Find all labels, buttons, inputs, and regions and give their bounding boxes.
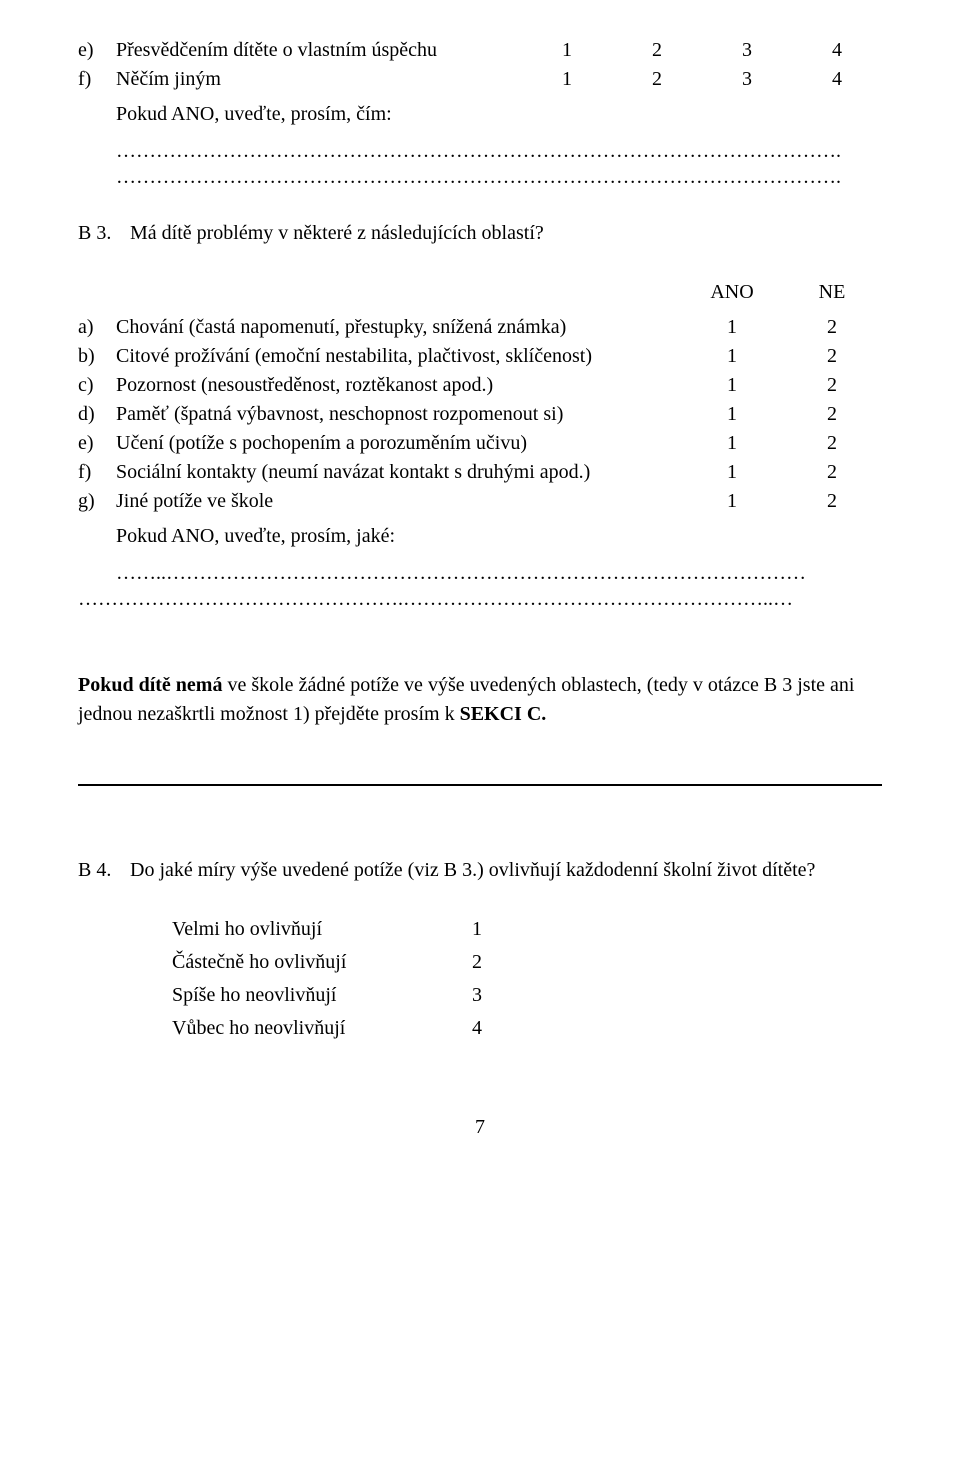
instruction-paragraph: Pokud dítě nemá ve škole žádné potíže ve… <box>78 671 882 729</box>
scale-value: 2 <box>782 458 882 487</box>
col-header-yes: ANO <box>682 278 782 307</box>
scale-value: 2 <box>782 342 882 371</box>
scale-value: 1 <box>682 371 782 400</box>
page-number: 7 <box>78 1113 882 1142</box>
answer-value: 2 <box>472 948 512 977</box>
option-label: Citové prožívání (emoční nestabilita, pl… <box>116 342 682 371</box>
answer-list: Velmi ho ovlivňují 1 Částečně ho ovlivňu… <box>172 915 882 1043</box>
option-row: f) Něčím jiným 1 2 3 4 <box>78 65 882 94</box>
col-header-no: NE <box>782 278 882 307</box>
dotted-fill-line: ……..…………………………………………………………………………………… <box>116 559 882 585</box>
section-divider <box>78 784 882 786</box>
scale-value: 1 <box>682 429 782 458</box>
instruction-bold: Pokud dítě nemá <box>78 674 227 696</box>
option-values: 1 2 <box>682 458 882 487</box>
scale-value: 1 <box>522 65 612 94</box>
scale-value: 2 <box>782 313 882 342</box>
option-row: a) Chování (častá napomenutí, přestupky,… <box>78 313 882 342</box>
answer-value: 4 <box>472 1014 512 1043</box>
question-text: Má dítě problémy v některé z následující… <box>130 219 544 248</box>
answer-row: Velmi ho ovlivňují 1 <box>172 915 882 944</box>
scale-value: 2 <box>782 371 882 400</box>
scale-value: 1 <box>682 400 782 429</box>
option-label: Paměť (špatná výbavnost, neschopnost roz… <box>116 400 682 429</box>
option-label: Přesvědčením dítěte o vlastním úspěchu <box>116 36 522 65</box>
instruction-section-ref: SEKCI C. <box>460 703 547 725</box>
option-marker: f) <box>78 458 116 487</box>
option-marker: g) <box>78 487 116 516</box>
scale-value: 2 <box>782 487 882 516</box>
option-label: Pozornost (nesoustředěnost, roztěkanost … <box>116 371 682 400</box>
scale-value: 1 <box>682 313 782 342</box>
option-values: 1 2 3 4 <box>522 65 882 94</box>
option-marker: b) <box>78 342 116 371</box>
option-label: Něčím jiným <box>116 65 522 94</box>
scale-value: 3 <box>702 36 792 65</box>
document-page: e) Přesvědčením dítěte o vlastním úspěch… <box>0 0 960 1182</box>
option-marker: d) <box>78 400 116 429</box>
option-row: c) Pozornost (nesoustředěnost, roztěkano… <box>78 371 882 400</box>
scale-value: 4 <box>792 36 882 65</box>
option-label: Jiné potíže ve škole <box>116 487 682 516</box>
column-headers: ANO NE <box>78 278 882 307</box>
option-values: 1 2 3 4 <box>522 36 882 65</box>
option-row: e) Přesvědčením dítěte o vlastním úspěch… <box>78 36 882 65</box>
scale-value: 2 <box>782 429 882 458</box>
scale-value: 1 <box>682 458 782 487</box>
option-row: e) Učení (potíže s pochopením a porozumě… <box>78 429 882 458</box>
free-text-prompt: Pokud ANO, uveďte, prosím, čím: <box>116 100 882 129</box>
scale-value: 1 <box>682 487 782 516</box>
answer-label: Částečně ho ovlivňují <box>172 948 472 977</box>
option-row: g) Jiné potíže ve škole 1 2 <box>78 487 882 516</box>
question-number: B 3. <box>78 219 130 248</box>
dotted-fill-line: ………………………………………….………………………………………………..… <box>78 585 882 611</box>
option-label: Učení (potíže s pochopením a porozuměním… <box>116 429 682 458</box>
option-marker: e) <box>78 429 116 458</box>
scale-value: 4 <box>792 65 882 94</box>
dotted-fill-line: ………………………………………………………………………………………………. <box>116 137 882 163</box>
question-heading: B 3. Má dítě problémy v některé z násled… <box>78 219 882 248</box>
option-values: 1 2 <box>682 342 882 371</box>
answer-value: 1 <box>472 915 512 944</box>
option-marker: a) <box>78 313 116 342</box>
option-values: 1 2 <box>682 313 882 342</box>
answer-label: Velmi ho ovlivňují <box>172 915 472 944</box>
option-marker: c) <box>78 371 116 400</box>
scale-value: 3 <box>702 65 792 94</box>
option-values: 1 2 <box>682 429 882 458</box>
option-values: 1 2 <box>682 371 882 400</box>
answer-row: Vůbec ho neovlivňují 4 <box>172 1014 882 1043</box>
free-text-prompt: Pokud ANO, uveďte, prosím, jaké: <box>116 522 882 551</box>
answer-label: Vůbec ho neovlivňují <box>172 1014 472 1043</box>
option-label: Sociální kontakty (neumí navázat kontakt… <box>116 458 682 487</box>
option-values: 1 2 <box>682 400 882 429</box>
scale-value: 1 <box>682 342 782 371</box>
scale-value: 1 <box>522 36 612 65</box>
option-marker: e) <box>78 36 116 65</box>
option-row: f) Sociální kontakty (neumí navázat kont… <box>78 458 882 487</box>
scale-value: 2 <box>782 400 882 429</box>
scale-value: 2 <box>612 65 702 94</box>
scale-value: 2 <box>612 36 702 65</box>
option-row: b) Citové prožívání (emoční nestabilita,… <box>78 342 882 371</box>
answer-value: 3 <box>472 981 512 1010</box>
option-label: Chování (častá napomenutí, přestupky, sn… <box>116 313 682 342</box>
option-values: 1 2 <box>682 487 882 516</box>
option-row: d) Paměť (špatná výbavnost, neschopnost … <box>78 400 882 429</box>
dotted-fill-line: ………………………………………………………………………………………………. <box>116 163 882 189</box>
answer-label: Spíše ho neovlivňují <box>172 981 472 1010</box>
question-heading: B 4. Do jaké míry výše uvedené potíže (v… <box>78 856 882 885</box>
option-marker: f) <box>78 65 116 94</box>
question-number: B 4. <box>78 856 130 885</box>
answer-row: Částečně ho ovlivňují 2 <box>172 948 882 977</box>
answer-row: Spíše ho neovlivňují 3 <box>172 981 882 1010</box>
question-text: Do jaké míry výše uvedené potíže (viz B … <box>130 856 815 885</box>
